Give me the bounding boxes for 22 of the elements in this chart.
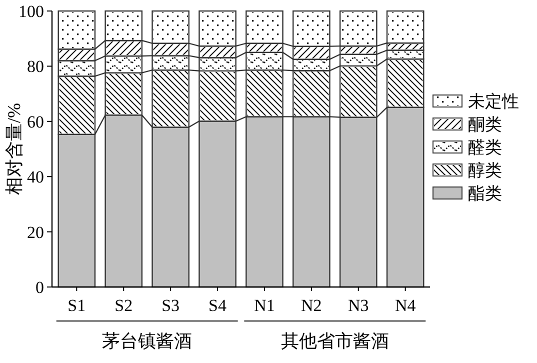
x-tick-label: N1 [254,296,275,315]
legend-label: 酮类 [468,114,502,134]
x-tick-label: S3 [162,296,180,315]
y-tick-label: 40 [27,168,44,187]
legend-label: 醛类 [468,138,502,157]
x-tick-label: N4 [394,296,416,315]
legend-label: 醇类 [468,160,502,180]
legend-label: 未定性 [468,92,519,111]
y-tick-label: 20 [27,222,44,242]
x-tick-label: S4 [208,296,227,315]
y-tick-label: 100 [18,2,44,21]
x-tick-label: N2 [301,296,322,315]
y-tick-label: 0 [36,278,44,297]
x-tick-label: N3 [348,296,369,315]
y-tick-label: 60 [27,112,44,132]
x-tick-label: S1 [68,296,86,315]
x-tick-label: S2 [114,296,133,315]
text: 茅台镇酱酒 [102,331,192,351]
y-tick-label: 80 [27,57,44,76]
y-axis-title: 相对含量/% [4,103,24,195]
legend-label: 酯类 [468,184,502,203]
text: 其他省市酱酒 [280,331,389,351]
